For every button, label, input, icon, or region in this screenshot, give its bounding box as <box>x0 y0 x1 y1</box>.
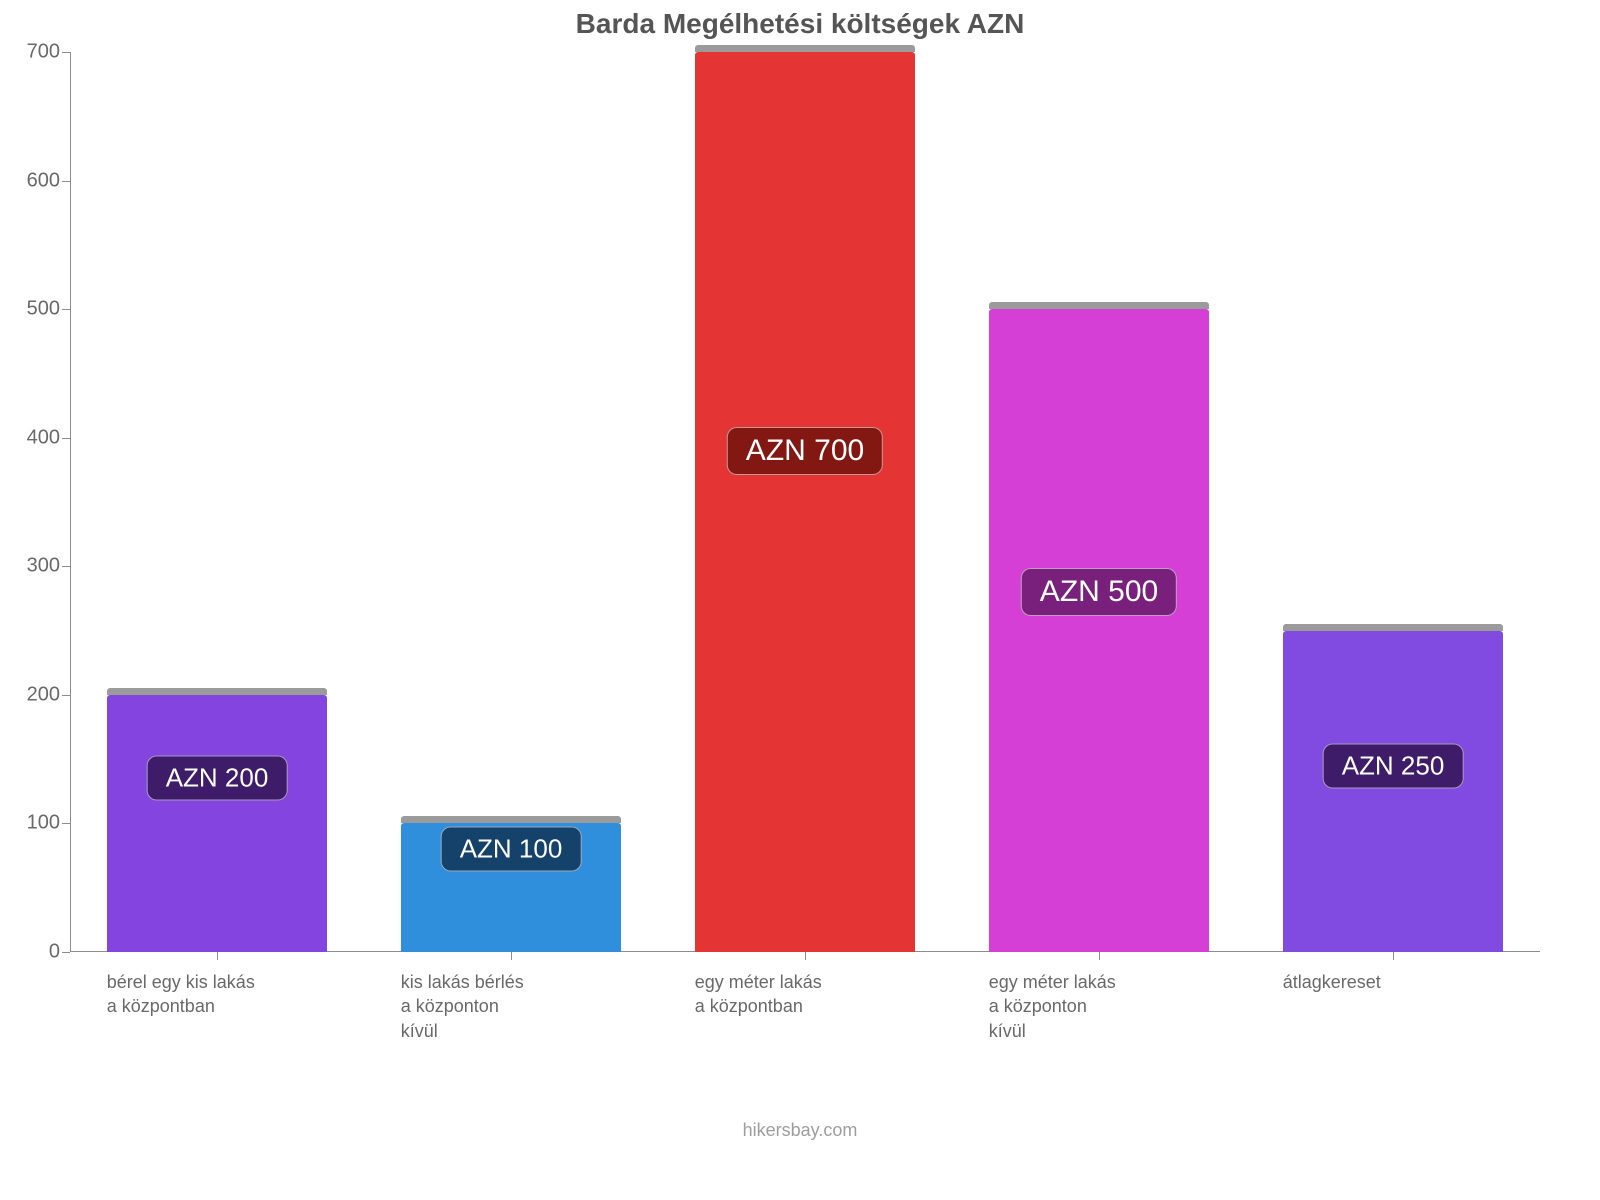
bar <box>107 695 328 952</box>
x-axis-label: egy méter lakás a központon kívül <box>989 970 1210 1043</box>
ytick-label: 0 <box>4 941 60 964</box>
value-badge: AZN 100 <box>441 827 582 872</box>
x-axis-label: bérel egy kis lakás a központban <box>107 970 328 1019</box>
ytick-label: 700 <box>4 41 60 64</box>
xtick-mark <box>217 952 218 960</box>
ytick-mark <box>62 181 70 182</box>
x-axis-label: átlagkereset <box>1283 970 1504 994</box>
chart-title: Barda Megélhetési költségek AZN <box>0 8 1600 40</box>
value-badge: AZN 500 <box>1021 568 1177 616</box>
bar-top-shadow <box>107 688 328 695</box>
ytick-label: 600 <box>4 169 60 192</box>
bar <box>989 309 1210 952</box>
ytick-mark <box>62 309 70 310</box>
ytick-mark <box>62 823 70 824</box>
x-axis-label: egy méter lakás a központban <box>695 970 916 1019</box>
ytick-mark <box>62 952 70 953</box>
ytick-label: 100 <box>4 812 60 835</box>
xtick-mark <box>1099 952 1100 960</box>
ytick-mark <box>62 566 70 567</box>
ytick-mark <box>62 695 70 696</box>
bar-top-shadow <box>1283 624 1504 631</box>
plot-area: 0100200300400500600700 AZN 200AZN 100AZN… <box>70 52 1540 952</box>
ytick-label: 400 <box>4 426 60 449</box>
value-badge: AZN 700 <box>727 427 883 475</box>
xtick-mark <box>805 952 806 960</box>
value-badge: AZN 250 <box>1323 743 1464 788</box>
ytick-label: 300 <box>4 555 60 578</box>
xtick-mark <box>1393 952 1394 960</box>
value-badge: AZN 200 <box>147 756 288 801</box>
ytick-label: 500 <box>4 298 60 321</box>
bar-top-shadow <box>401 816 622 823</box>
x-axis-label: kis lakás bérlés a központon kívül <box>401 970 622 1043</box>
ytick-label: 200 <box>4 683 60 706</box>
bar-chart: Barda Megélhetési költségek AZN 0 100 200 3… <box>0 0 1600 1200</box>
bars-layer: AZN 200 AZN 100 AZN 700 AZN 500 AZN 250 <box>70 52 1540 952</box>
bar-top-shadow <box>989 302 1210 309</box>
bar <box>1283 631 1504 952</box>
ytick-mark <box>62 52 70 53</box>
chart-footer: hikersbay.com <box>0 1120 1600 1141</box>
bar <box>695 52 916 952</box>
xtick-mark <box>511 952 512 960</box>
bar-top-shadow <box>695 45 916 52</box>
ytick-mark <box>62 438 70 439</box>
